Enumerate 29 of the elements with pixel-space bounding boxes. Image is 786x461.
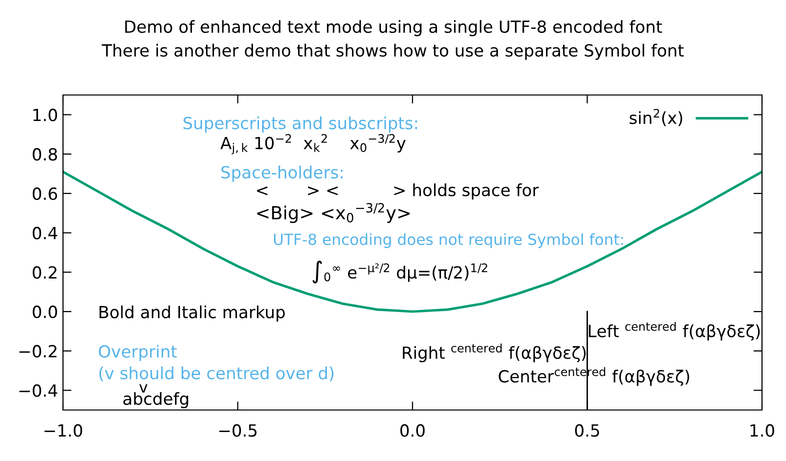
- y-tick-label: 0.2: [32, 266, 56, 279]
- legend-label: sin$^{2}$(x): [630, 108, 682, 126]
- annotation: Overprint: [98, 344, 177, 361]
- chart-title: Demo of enhanced text mode using a single UTF-8 encoded font There is another demo that shows how to use a separate Symbol font: [102, 20, 684, 60]
- y-tick-label: 1.0: [33, 108, 58, 122]
- x-tick-label: −0.5: [219, 424, 257, 437]
- y-tick-label: −0.4: [19, 384, 58, 397]
- annotation: (v should be centred over d): [99, 366, 334, 382]
- annotation: Superscripts and subscripts:: [184, 116, 417, 133]
- annotation: UTF-8 encoding does not require Symbol font:: [274, 233, 623, 248]
- annotation: Left $^{centered}$ f(αβγδεζ): [588, 322, 760, 341]
- x-tick-label: 0.5: [575, 424, 600, 437]
- text: A$_{j,k}$ 10$^{−2}$ x$_{k}$$^{2}$ x$_{0}$$^{−3/2}$y: [220, 134, 406, 154]
- annotation: < > < > holds space for: [256, 183, 539, 200]
- y-tick-label: −0.2: [19, 344, 56, 358]
- annotation: abcdefg: [123, 392, 188, 408]
- x-tick-label: −1.0: [44, 424, 82, 437]
- annotation: ∫$_{0}$$^{∞}$ e$^{−μ²/2}$ dμ=(π/2)$^{1/2}$: [312, 260, 488, 284]
- annotation: Space-holders:: [221, 166, 343, 182]
- y-tick-label: 0.0: [32, 306, 58, 318]
- y-tick-label: 0.4: [32, 226, 58, 240]
- y-tick-label: 0.8: [32, 148, 57, 161]
- y-tick-label: 0.6: [32, 187, 58, 200]
- x-tick-label: 1.0: [750, 424, 774, 437]
- annotation: Bold and Italic markup: [100, 305, 285, 322]
- annotation: v: [139, 384, 148, 393]
- x-tick-label: 0.0: [400, 424, 425, 437]
- annotation: Right $^{centered}$ f(αβγδεζ): [402, 343, 586, 362]
- annotation: <Big> <x$_{0}$$^{−3/2}$y>: [257, 203, 410, 224]
